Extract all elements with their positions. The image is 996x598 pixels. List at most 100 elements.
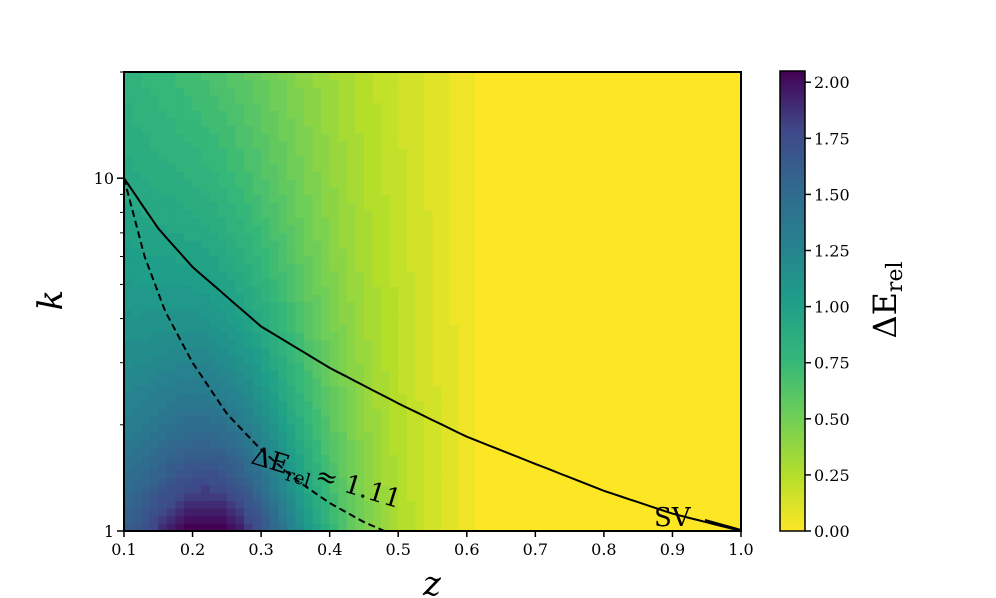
heatmap-cell: [655, 378, 665, 387]
heatmap-cell: [175, 179, 185, 188]
heatmap-cell: [321, 462, 331, 471]
heatmap-cell: [492, 293, 502, 303]
heatmap-cell: [346, 186, 356, 195]
heatmap-cell: [372, 385, 382, 394]
heatmap-cell: [432, 316, 442, 326]
heatmap-cell: [535, 370, 545, 379]
heatmap-cell: [483, 179, 494, 188]
heatmap-cell: [321, 393, 331, 402]
heatmap-cell: [406, 87, 416, 96]
heatmap-cell: [252, 278, 262, 287]
heatmap-cell: [252, 94, 262, 104]
heatmap-cell: [578, 117, 588, 127]
heatmap-cell: [715, 362, 725, 371]
heatmap-cell: [509, 217, 519, 226]
heatmap-cell: [492, 469, 502, 479]
heatmap-cell: [475, 469, 485, 479]
heatmap-cell: [398, 332, 408, 341]
heatmap-cell: [543, 339, 554, 348]
heatmap-cell: [261, 225, 271, 234]
heatmap-cell: [552, 454, 562, 463]
heatmap-cell: [201, 508, 211, 517]
heatmap-cell: [646, 293, 656, 303]
heatmap-cell: [698, 446, 708, 456]
heatmap-cell: [389, 362, 399, 371]
heatmap-cell: [346, 515, 356, 524]
heatmap-cell: [372, 140, 382, 150]
heatmap-cell: [569, 355, 579, 364]
heatmap-cell: [346, 125, 356, 134]
heatmap-cell: [149, 316, 159, 326]
heatmap-cell: [432, 416, 442, 425]
heatmap-cell: [321, 125, 331, 134]
heatmap-cell: [475, 140, 485, 150]
heatmap-cell: [355, 400, 365, 410]
heatmap-cell: [132, 316, 142, 326]
heatmap-cell: [698, 263, 708, 272]
heatmap-cell: [672, 408, 682, 417]
heatmap-cell: [252, 133, 262, 142]
heatmap-cell: [158, 186, 168, 195]
heatmap-cell: [346, 217, 356, 226]
heatmap-cell: [124, 332, 134, 341]
heatmap-cell: [312, 462, 322, 471]
heatmap-cell: [689, 278, 699, 287]
heatmap-cell: [149, 240, 159, 249]
heatmap-cell: [441, 217, 451, 226]
heatmap-cell: [458, 286, 468, 295]
heatmap-cell: [286, 293, 296, 303]
heatmap-cell: [312, 225, 322, 234]
heatmap-cell: [192, 247, 202, 257]
heatmap-cell: [252, 102, 262, 111]
heatmap-cell: [286, 378, 296, 387]
heatmap-cell: [526, 232, 536, 241]
heatmap-cell: [269, 148, 279, 157]
heatmap-cell: [201, 515, 211, 524]
heatmap-cell: [663, 362, 674, 371]
heatmap-cell: [423, 316, 434, 326]
heatmap-cell: [158, 416, 168, 425]
heatmap-cell: [586, 423, 596, 433]
heatmap-cell: [698, 217, 708, 226]
heatmap-cell: [158, 446, 168, 456]
heatmap-cell: [561, 485, 571, 494]
heatmap-cell: [226, 186, 237, 195]
heatmap-cell: [226, 194, 237, 203]
heatmap-cell: [646, 378, 656, 387]
heatmap-cell: [226, 332, 237, 341]
heatmap-cell: [243, 163, 254, 173]
heatmap-cell: [218, 171, 228, 180]
heatmap-cell: [535, 431, 545, 440]
heatmap-cell: [595, 72, 605, 81]
heatmap-cell: [492, 362, 502, 371]
heatmap-cell: [552, 125, 562, 134]
heatmap-cell: [612, 194, 622, 203]
heatmap-cell: [475, 339, 485, 348]
heatmap-cell: [269, 133, 279, 142]
heatmap-cell: [132, 508, 142, 517]
heatmap-cell: [595, 171, 605, 180]
heatmap-cell: [501, 278, 511, 287]
heatmap-cell: [252, 301, 262, 310]
heatmap-cell: [201, 202, 211, 211]
heatmap-cell: [252, 469, 262, 479]
heatmap-cell: [218, 278, 228, 287]
heatmap-cell: [183, 324, 194, 333]
heatmap-cell: [346, 72, 356, 81]
heatmap-cell: [526, 508, 536, 517]
heatmap-cell: [543, 462, 554, 471]
heatmap-cell: [492, 431, 502, 440]
heatmap-cell: [449, 324, 459, 333]
heatmap-cell: [569, 72, 579, 81]
heatmap-cell: [209, 110, 219, 119]
heatmap-cell: [312, 431, 322, 440]
heatmap-cell: [475, 370, 485, 379]
heatmap-cell: [372, 125, 382, 134]
heatmap-cell: [561, 339, 571, 348]
heatmap-cell: [423, 400, 434, 410]
heatmap-cell: [501, 347, 511, 356]
heatmap-cell: [501, 156, 511, 165]
heatmap-cell: [603, 508, 614, 517]
heatmap-cell: [406, 339, 416, 348]
heatmap-cell: [432, 469, 442, 479]
